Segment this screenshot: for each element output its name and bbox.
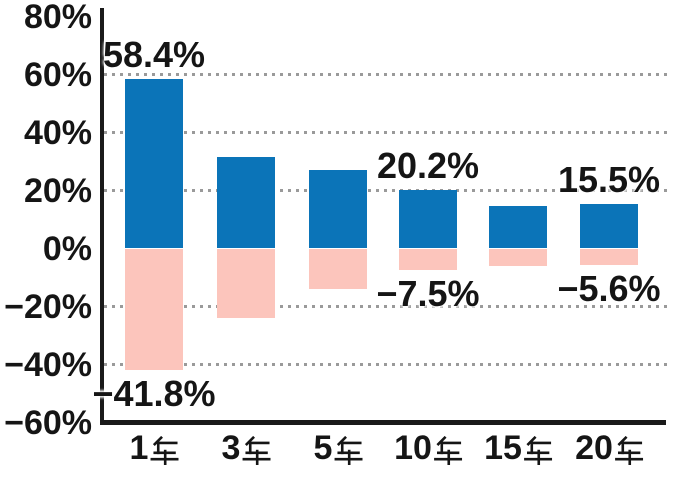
gridline bbox=[104, 73, 668, 76]
x-axis-line bbox=[100, 420, 666, 425]
y-tick-label: 0% bbox=[42, 229, 92, 268]
x-category-label: 15 bbox=[484, 431, 552, 465]
x-category-number: 10 bbox=[394, 429, 432, 467]
bar-positive bbox=[580, 203, 638, 249]
bar-negative bbox=[399, 248, 457, 271]
y-tick-label: 60% bbox=[23, 55, 92, 94]
bar-negative bbox=[580, 248, 638, 265]
bar-positive bbox=[125, 79, 183, 249]
value-label-positive: 58.4% bbox=[102, 34, 206, 76]
year-kanji-glyph bbox=[334, 436, 363, 465]
x-category-label: 3 bbox=[222, 431, 271, 465]
x-category-number: 20 bbox=[575, 429, 613, 467]
year-kanji-glyph bbox=[523, 436, 552, 465]
bar-negative bbox=[125, 248, 183, 370]
y-tick-label: −20% bbox=[4, 287, 92, 326]
value-label-negative: −41.8% bbox=[92, 372, 216, 414]
gridline bbox=[104, 189, 668, 192]
bar-negative bbox=[217, 248, 275, 319]
x-category-number: 5 bbox=[313, 429, 333, 467]
y-axis-line bbox=[100, 8, 104, 424]
value-label-positive: 20.2% bbox=[376, 144, 480, 186]
gridline bbox=[104, 363, 668, 366]
gridline bbox=[104, 305, 668, 308]
x-category-label: 1 bbox=[130, 431, 179, 465]
value-label-negative: −5.6% bbox=[557, 267, 661, 309]
year-kanji-glyph bbox=[242, 436, 271, 465]
zero-line bbox=[100, 246, 666, 251]
x-category-number: 3 bbox=[221, 429, 241, 467]
x-category-label: 5 bbox=[314, 431, 363, 465]
gridline bbox=[104, 131, 668, 134]
value-label-positive: 15.5% bbox=[557, 158, 661, 200]
x-category-label: 20 bbox=[575, 431, 643, 465]
x-category-label: 10 bbox=[394, 431, 462, 465]
y-tick-label: −40% bbox=[4, 345, 92, 384]
bar-positive bbox=[309, 170, 367, 249]
bar-positive bbox=[399, 189, 457, 249]
year-kanji-glyph bbox=[433, 436, 462, 465]
y-tick-label: 20% bbox=[23, 171, 92, 210]
value-label-negative: −7.5% bbox=[376, 273, 480, 315]
y-tick-label: −60% bbox=[4, 403, 92, 442]
bar-negative bbox=[309, 248, 367, 290]
bar-negative bbox=[489, 248, 547, 266]
y-tick-label: 40% bbox=[23, 113, 92, 152]
bar-positive bbox=[489, 206, 547, 249]
x-category-number: 15 bbox=[484, 429, 522, 467]
year-kanji-glyph bbox=[614, 436, 643, 465]
y-tick-label: 80% bbox=[23, 0, 92, 36]
year-kanji-glyph bbox=[150, 436, 179, 465]
x-category-number: 1 bbox=[129, 429, 149, 467]
bar-positive bbox=[217, 157, 275, 249]
